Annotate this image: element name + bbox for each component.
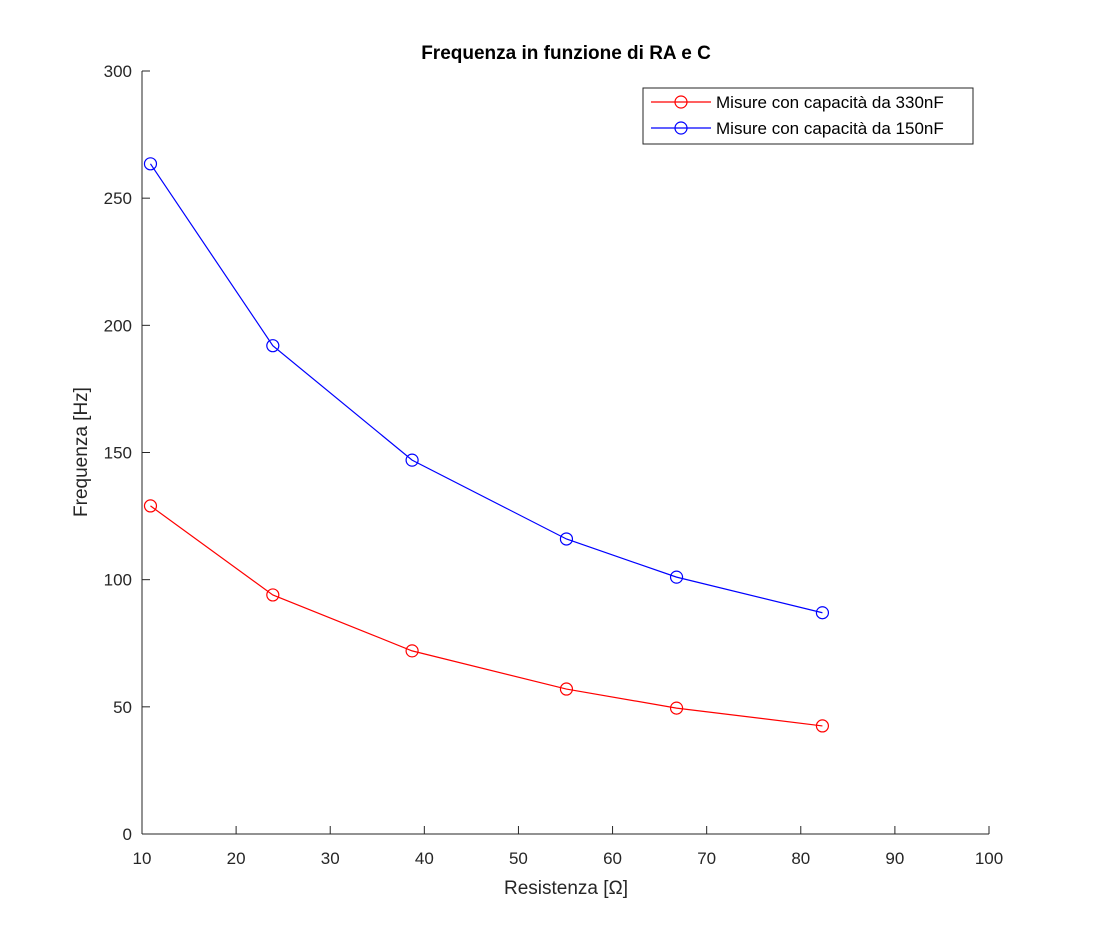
- y-axis-label: Frequenza [Hz]: [71, 387, 92, 517]
- x-tick-label: 50: [509, 849, 528, 868]
- legend-entry-1: Misure con capacità da 330nF: [716, 93, 944, 112]
- series-2-point: [669, 570, 684, 584]
- axes: 10 20 30 40 50 60 70 80 90 100 0 50 100 150 200 250 300: [104, 62, 1004, 868]
- legend-marker-1: [674, 95, 688, 109]
- x-tick-label: 100: [975, 849, 1003, 868]
- series-1-point: [559, 682, 574, 696]
- x-axis-label: Resistenza [Ω]: [504, 878, 628, 899]
- series-layer: [143, 157, 830, 733]
- x-tick-label: 30: [321, 849, 340, 868]
- x-tick-label: 90: [885, 849, 904, 868]
- y-tick-label: 250: [104, 189, 132, 208]
- legend-box: [642, 87, 974, 145]
- series-1-point: [669, 701, 684, 715]
- series-2-point: [266, 339, 280, 353]
- series-1-point: [815, 719, 830, 733]
- series-line-1: [150, 505, 823, 727]
- legend-marker-2: [674, 121, 688, 135]
- series-line-2: [149, 163, 823, 614]
- legend: Misure con capacità da 330nF Misure con c…: [642, 87, 974, 145]
- series-1-point: [266, 588, 280, 602]
- y-tick-label: 150: [104, 444, 132, 463]
- y-tick-label: 300: [104, 62, 132, 81]
- x-tick-label: 60: [603, 849, 622, 868]
- x-tick-label: 70: [697, 849, 716, 868]
- series-2-point: [143, 157, 158, 171]
- legend-entry-2: Misure con capacità da 150nF: [716, 119, 944, 138]
- series-2-point: [559, 532, 574, 546]
- y-tick-label: 0: [123, 825, 132, 844]
- series-1-point: [405, 644, 419, 658]
- x-tick-label: 40: [415, 849, 434, 868]
- series-2-point: [405, 453, 419, 467]
- y-tick-label: 200: [104, 316, 132, 335]
- x-tick-label: 20: [227, 849, 246, 868]
- x-tick-label: 80: [791, 849, 810, 868]
- y-tick-label: 100: [104, 571, 132, 590]
- x-tick-label: 10: [133, 849, 152, 868]
- chart-title: Frequenza in funzione di RA e C: [421, 43, 711, 64]
- series-2-point: [815, 606, 830, 620]
- series-1-point: [143, 499, 158, 513]
- y-tick-label: 50: [113, 698, 132, 717]
